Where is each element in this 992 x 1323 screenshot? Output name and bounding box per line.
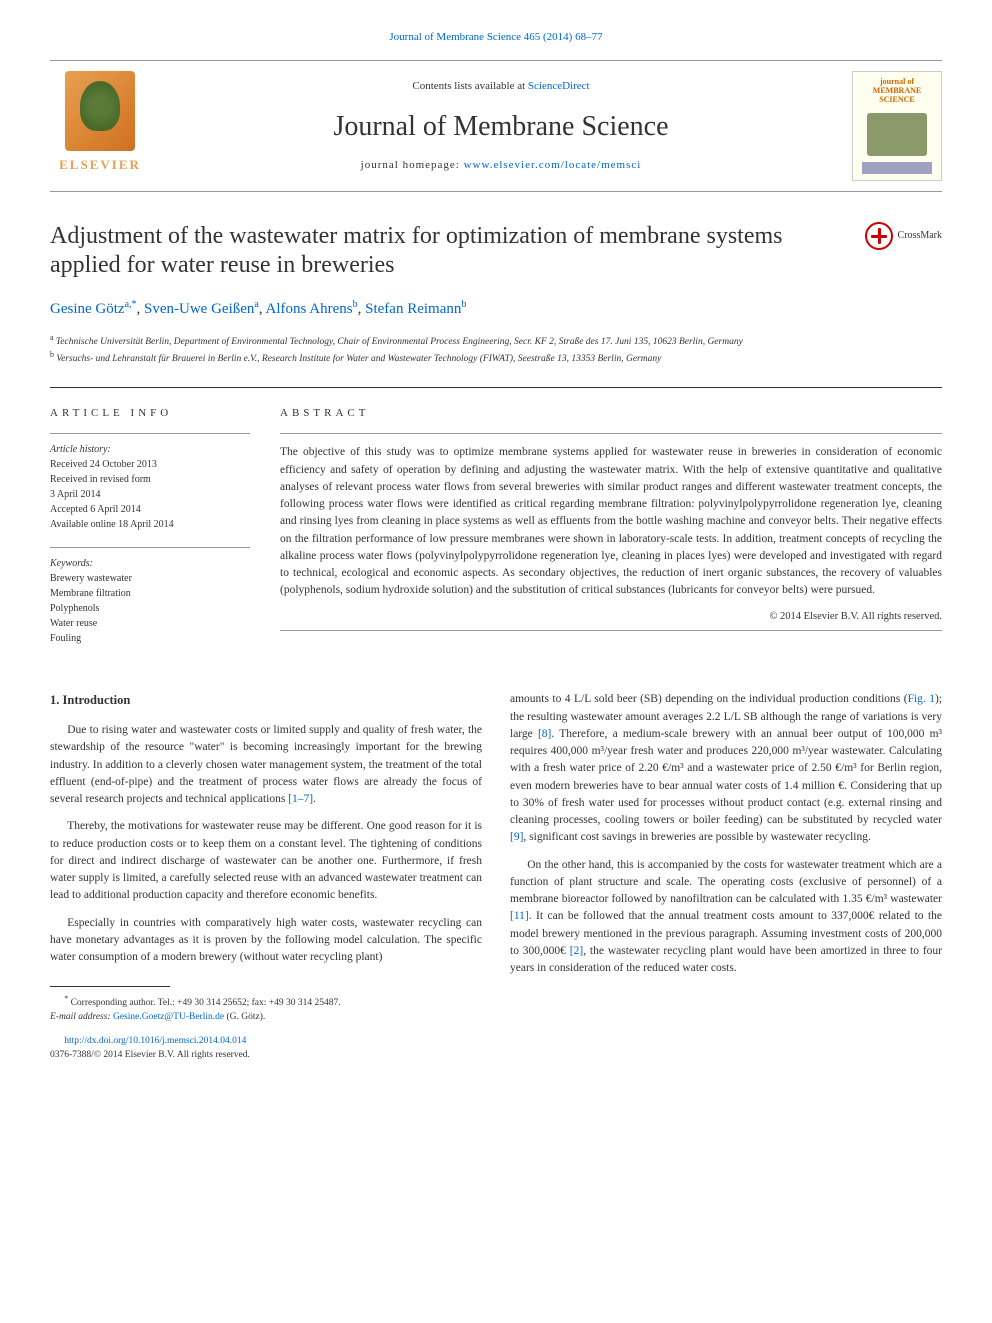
abstract-column: ABSTRACT The objective of this study was… — [280, 406, 942, 661]
cover-title: journal of MEMBRANE SCIENCE — [873, 78, 921, 104]
history-1: Received in revised form — [50, 472, 250, 487]
title-row: Adjustment of the wastewater matrix for … — [50, 222, 942, 280]
keyword-0: Brewery wastewater — [50, 571, 250, 586]
article-title: Adjustment of the wastewater matrix for … — [50, 222, 865, 280]
keywords-block: Keywords: Brewery wastewater Membrane fi… — [50, 556, 250, 646]
authors-line: Gesine Götza,*, Sven-Uwe Geißena, Alfons… — [50, 298, 942, 320]
elsevier-tree-icon — [65, 71, 135, 151]
top-citation-link[interactable]: Journal of Membrane Science 465 (2014) 6… — [389, 31, 602, 43]
ref-2[interactable]: [2] — [570, 945, 583, 957]
elsevier-label: ELSEVIER — [59, 156, 141, 174]
top-citation: Journal of Membrane Science 465 (2014) 6… — [50, 30, 942, 45]
fig-1-ref[interactable]: Fig. 1 — [908, 693, 935, 705]
homepage-link[interactable]: www.elsevier.com/locate/memsci — [464, 159, 642, 171]
intro-p4: amounts to 4 L/L sold beer (SB) dependin… — [510, 691, 942, 846]
sciencedirect-link[interactable]: ScienceDirect — [528, 80, 590, 92]
author-1[interactable]: Gesine Götz — [50, 301, 125, 317]
doi-link[interactable]: http://dx.doi.org/10.1016/j.memsci.2014.… — [64, 1036, 246, 1046]
crossmark-icon — [865, 222, 893, 250]
intro-p1: Due to rising water and wastewater costs… — [50, 722, 482, 808]
email-label: E-mail address: — [50, 1012, 113, 1022]
elsevier-logo: ELSEVIER — [50, 71, 150, 181]
abstract-divider — [280, 433, 942, 434]
journal-homepage-line: journal homepage: www.elsevier.com/locat… — [150, 158, 852, 173]
author-4[interactable]: Stefan Reimann — [365, 301, 461, 317]
keyword-1: Membrane filtration — [50, 586, 250, 601]
cover-band-placeholder — [862, 162, 932, 175]
issn-line: 0376-7388/© 2014 Elsevier B.V. All right… — [50, 1050, 250, 1060]
affiliation-a: a Technische Universität Berlin, Departm… — [50, 332, 942, 349]
intro-p5: On the other hand, this is accompanied b… — [510, 857, 942, 978]
info-abstract-row: ARTICLE INFO Article history: Received 2… — [50, 406, 942, 661]
homepage-label: journal homepage: — [361, 159, 464, 171]
keywords-label: Keywords: — [50, 556, 250, 571]
crossmark-badge[interactable]: CrossMark — [865, 222, 942, 250]
keyword-4: Fouling — [50, 631, 250, 646]
body-column-right: amounts to 4 L/L sold beer (SB) dependin… — [510, 691, 942, 1072]
journal-name: Journal of Membrane Science — [150, 107, 852, 146]
affiliations: a Technische Universität Berlin, Departm… — [50, 332, 942, 367]
email-link[interactable]: Gesine.Goetz@TU-Berlin.de — [113, 1012, 224, 1022]
corresponding-footnote: * Corresponding author. Tel.: +49 30 314… — [50, 993, 482, 1024]
article-info-heading: ARTICLE INFO — [50, 406, 250, 421]
intro-p2: Thereby, the motivations for wastewater … — [50, 818, 482, 904]
abstract-text: The objective of this study was to optim… — [280, 444, 942, 599]
corresponding-star[interactable]: * — [132, 299, 137, 310]
body-column-left: 1. Introduction Due to rising water and … — [50, 691, 482, 1072]
affiliation-b: b Versuchs- und Lehranstalt für Brauerei… — [50, 349, 942, 366]
divider-top — [50, 387, 942, 388]
cover-image-placeholder — [867, 113, 927, 156]
journal-cover-thumbnail: journal of MEMBRANE SCIENCE — [852, 71, 942, 181]
keyword-2: Polyphenols — [50, 601, 250, 616]
history-label: Article history: — [50, 442, 250, 457]
history-4: Available online 18 April 2014 — [50, 517, 250, 532]
history-0: Received 24 October 2013 — [50, 457, 250, 472]
ref-8[interactable]: [8] — [538, 728, 551, 740]
intro-p3: Especially in countries with comparative… — [50, 915, 482, 967]
keywords-divider — [50, 547, 250, 548]
journal-header: ELSEVIER Contents lists available at Sci… — [50, 60, 942, 192]
doi-block: http://dx.doi.org/10.1016/j.memsci.2014.… — [50, 1034, 482, 1063]
crossmark-label: CrossMark — [898, 229, 942, 243]
author-2[interactable]: Sven-Uwe Geißen — [144, 301, 254, 317]
history-2: 3 April 2014 — [50, 487, 250, 502]
keyword-3: Water reuse — [50, 616, 250, 631]
ref-1-7[interactable]: [1–7] — [288, 793, 313, 805]
abstract-heading: ABSTRACT — [280, 406, 942, 421]
ref-9[interactable]: [9] — [510, 831, 523, 843]
ref-11[interactable]: [11] — [510, 910, 529, 922]
abstract-copyright: © 2014 Elsevier B.V. All rights reserved… — [280, 610, 942, 625]
header-center: Contents lists available at ScienceDirec… — [150, 79, 852, 173]
article-info-column: ARTICLE INFO Article history: Received 2… — [50, 406, 250, 661]
section-1-heading: 1. Introduction — [50, 691, 482, 710]
article-history: Article history: Received 24 October 201… — [50, 442, 250, 532]
contents-line: Contents lists available at ScienceDirec… — [150, 79, 852, 94]
contents-prefix: Contents lists available at — [412, 80, 527, 92]
abstract-bottom-divider — [280, 630, 942, 631]
info-divider — [50, 433, 250, 434]
author-3[interactable]: Alfons Ahrens — [266, 301, 353, 317]
footnote-divider — [50, 986, 170, 987]
history-3: Accepted 6 April 2014 — [50, 502, 250, 517]
body-columns: 1. Introduction Due to rising water and … — [50, 691, 942, 1072]
